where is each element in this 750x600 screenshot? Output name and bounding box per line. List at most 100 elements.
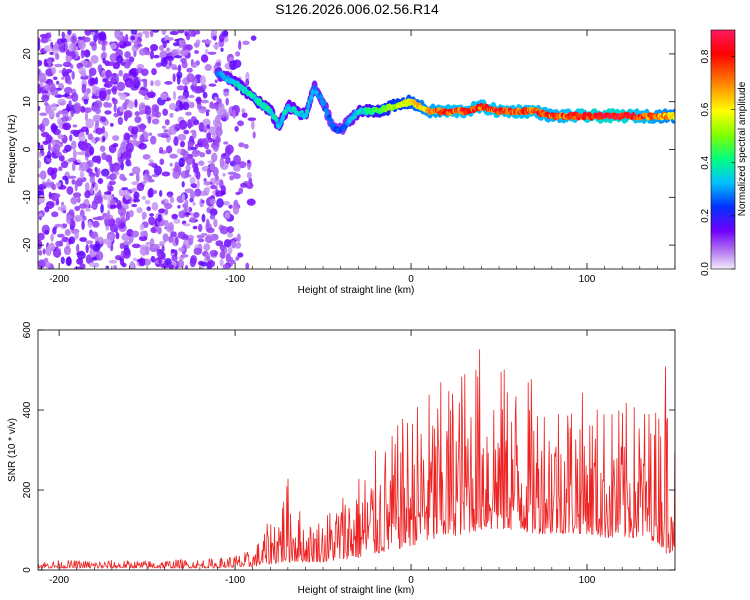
noise-blob: [85, 118, 95, 129]
noise-blob: [208, 126, 217, 136]
noise-blob: [75, 216, 81, 222]
noise-blob: [92, 243, 101, 252]
noise-blob: [148, 216, 156, 226]
noise-blob: [62, 94, 69, 98]
noise-blob: [67, 55, 72, 63]
noise-blob: [141, 195, 147, 201]
noise-blob: [237, 252, 244, 258]
noise-blob: [204, 64, 212, 71]
noise-blob: [70, 110, 75, 118]
noise-blob: [50, 233, 54, 242]
noise-blob: [177, 133, 187, 141]
noise-blob: [61, 67, 67, 78]
noise-blob: [80, 150, 86, 156]
noise-blob: [116, 200, 122, 210]
noise-blob: [187, 145, 191, 151]
noise-blob: [177, 259, 185, 269]
noise-blob: [245, 71, 250, 82]
noise-blob: [159, 158, 165, 165]
noise-blob: [56, 80, 60, 85]
noise-blob: [161, 30, 167, 36]
noise-blob: [110, 198, 116, 206]
noise-blob: [209, 161, 215, 172]
noise-blob: [47, 243, 56, 251]
noise-blob: [235, 256, 240, 261]
noise-blob: [119, 256, 125, 266]
noise-blob: [94, 236, 104, 242]
noise-blob: [38, 142, 41, 150]
noise-blob: [43, 84, 51, 92]
noise-blob: [133, 76, 139, 86]
noise-blob: [186, 73, 195, 83]
noise-blob: [115, 217, 122, 226]
noise-blob: [227, 232, 234, 238]
noise-blob: [44, 261, 51, 268]
noise-blob: [219, 251, 225, 259]
noise-blob: [184, 212, 191, 216]
noise-blob: [93, 195, 103, 205]
noise-blob: [102, 77, 108, 83]
noise-blob: [206, 132, 212, 140]
noise-blob: [47, 58, 52, 68]
noise-blob: [150, 30, 154, 38]
noise-blob: [216, 108, 225, 116]
noise-blob: [62, 210, 67, 214]
noise-blob: [196, 179, 200, 189]
noise-blob: [63, 245, 72, 256]
noise-blob: [68, 100, 72, 108]
noise-blob: [184, 164, 192, 171]
noise-blob: [39, 112, 48, 116]
noise-blob: [219, 157, 225, 168]
noise-blob: [223, 88, 230, 93]
noise-blob: [116, 81, 126, 92]
noise-blob: [83, 98, 89, 105]
noise-blob: [69, 134, 73, 142]
noise-blob: [241, 108, 246, 114]
noise-blob: [165, 65, 171, 70]
noise-blob: [109, 223, 119, 233]
noise-blob: [101, 45, 106, 52]
noise-blob: [170, 249, 175, 254]
noise-blob: [76, 243, 80, 254]
noise-blob: [228, 56, 235, 62]
noise-blob: [43, 257, 49, 263]
noise-blob: [111, 85, 118, 95]
snr-x-tick-label: -100: [225, 575, 245, 586]
noise-blob: [161, 171, 171, 177]
noise-blob: [177, 95, 187, 100]
noise-blob: [62, 122, 72, 131]
noise-blob: [106, 88, 112, 96]
noise-blob: [95, 127, 104, 135]
noise-blob: [57, 233, 65, 238]
noise-blob: [138, 143, 147, 150]
noise-blob: [102, 135, 106, 143]
noise-blob: [148, 132, 153, 136]
heatmap-x-tick-label: 0: [408, 274, 414, 285]
noise-blob: [167, 193, 172, 198]
noise-blob: [78, 40, 87, 50]
noise-blob: [71, 92, 79, 102]
noise-blob: [43, 45, 53, 52]
noise-blob: [186, 123, 195, 127]
noise-blob: [113, 265, 117, 269]
noise-blob: [227, 246, 233, 255]
noise-blob: [138, 235, 148, 242]
noise-blob: [215, 135, 221, 144]
noise-blob: [139, 134, 145, 144]
noise-blob: [99, 92, 106, 102]
noise-blob: [192, 202, 196, 206]
noise-blob: [235, 51, 241, 57]
noise-blob: [61, 236, 69, 243]
noise-blob: [209, 249, 219, 257]
noise-blob: [89, 174, 95, 184]
noise-blob: [62, 175, 68, 181]
noise-blob: [85, 208, 91, 212]
noise-blob: [183, 207, 188, 213]
noise-blob: [64, 229, 71, 236]
noise-blob: [118, 69, 123, 77]
noise-blob: [57, 134, 65, 140]
noise-blob: [119, 105, 124, 113]
noise-blob: [66, 106, 72, 112]
noise-blob: [130, 260, 135, 269]
noise-blob: [85, 244, 89, 254]
